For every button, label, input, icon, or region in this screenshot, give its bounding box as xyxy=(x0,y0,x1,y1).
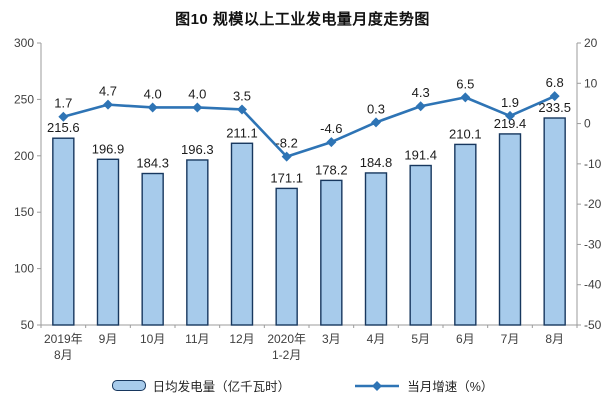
line-series-swatch-icon xyxy=(355,380,400,391)
bar-series-swatch-icon xyxy=(111,380,146,391)
bar-4 xyxy=(230,142,254,326)
bar-value-label: 210.1 xyxy=(449,126,482,141)
combo-chart-plot: 3002502001501005020100-10-20-30-40-50215… xyxy=(14,36,602,362)
right-axis-tick-label: -30 xyxy=(584,237,602,251)
x-axis-category-label: 5月 xyxy=(411,332,430,346)
bar-value-label: 171.1 xyxy=(270,170,303,185)
line-marker-5 xyxy=(281,151,292,162)
bar-8 xyxy=(409,164,432,326)
right-axis-tick-label: -50 xyxy=(584,318,602,332)
line-marker-8 xyxy=(415,101,426,112)
line-value-label: 6.5 xyxy=(456,76,474,91)
left-axis-tick-label: 300 xyxy=(14,36,34,50)
line-value-label: 4.7 xyxy=(99,84,117,99)
right-axis-tick-label: 20 xyxy=(584,36,598,50)
line-value-label: 0.3 xyxy=(367,101,385,116)
x-axis-category-label: 12月 xyxy=(229,332,254,346)
x-axis-category-label: 8月 xyxy=(545,332,564,346)
right-axis-tick-label: -10 xyxy=(584,157,602,171)
bar-value-label: 191.4 xyxy=(404,148,437,163)
legend-bar-label: 日均发电量（亿千瓦时） xyxy=(152,380,291,394)
line-value-label: 4.3 xyxy=(412,85,430,100)
bar-0 xyxy=(52,137,75,326)
legend-item-bar: 日均发电量（亿千瓦时） xyxy=(111,376,291,395)
x-axis-category-label: 6月 xyxy=(456,332,475,346)
right-axis-tick-label: 10 xyxy=(584,76,598,90)
line-marker-6 xyxy=(326,137,337,148)
growth-line xyxy=(62,94,556,158)
bar-value-label: 196.9 xyxy=(92,141,125,156)
bar-7 xyxy=(364,172,388,326)
line-marker-0 xyxy=(58,111,69,122)
legend-line-label: 当月增速（%） xyxy=(407,380,494,394)
bar-3 xyxy=(186,159,209,326)
line-value-label: -8.2 xyxy=(275,136,297,151)
line-value-label: 1.7 xyxy=(54,96,72,111)
line-marker-9 xyxy=(460,92,471,103)
x-axis-category-label: 4月 xyxy=(367,332,386,346)
x-axis-category-label: 1-2月 xyxy=(272,348,301,362)
line-marker-1 xyxy=(103,99,113,110)
line-marker-10 xyxy=(505,110,515,121)
line-value-label: -4.6 xyxy=(320,121,342,136)
line-marker-7 xyxy=(371,117,381,128)
right-axis-tick-label: 0 xyxy=(584,117,591,131)
x-axis-category-label: 3月 xyxy=(322,332,341,346)
line-value-label: 4.0 xyxy=(144,86,162,101)
bar-11 xyxy=(543,117,566,326)
line-value-label: 6.8 xyxy=(546,75,564,90)
bar-value-label: 178.2 xyxy=(315,162,348,177)
bar-value-label: 219.4 xyxy=(494,116,527,131)
bar-value-label: 211.1 xyxy=(226,125,258,140)
bar-value-label: 215.6 xyxy=(47,120,80,135)
left-axis-tick-label: 150 xyxy=(14,205,34,219)
x-axis-category-label: 7月 xyxy=(501,332,520,346)
bar-value-label: 184.8 xyxy=(360,155,393,170)
bar-value-label: 196.3 xyxy=(181,142,214,157)
left-axis-tick-label: 200 xyxy=(14,149,34,163)
legend-item-line: 当月增速（%） xyxy=(354,376,493,395)
line-value-label: 4.0 xyxy=(188,86,206,101)
x-axis-category-label: 9月 xyxy=(99,332,118,346)
right-axis-tick-label: -40 xyxy=(584,278,602,292)
bar-value-label: 233.5 xyxy=(538,100,571,115)
x-axis-category-label: 2019年 xyxy=(44,332,83,346)
line-marker-11 xyxy=(549,91,560,102)
x-axis-category-label: 2020年 xyxy=(267,332,306,346)
left-axis-tick-label: 250 xyxy=(14,92,34,106)
bar-6 xyxy=(320,179,343,326)
chart-title: 图10 规模以上工业发电量月度走势图 xyxy=(175,11,430,28)
line-marker-4 xyxy=(237,104,247,115)
line-value-label: 1.9 xyxy=(501,95,519,110)
bar-10 xyxy=(498,133,522,326)
x-axis-category-label: 8月 xyxy=(54,348,73,362)
bar-2 xyxy=(141,172,164,326)
left-axis-tick-label: 50 xyxy=(21,318,35,332)
legend: 日均发电量（亿千瓦时） 当月增速（%） xyxy=(0,376,605,395)
right-axis-tick-label: -20 xyxy=(584,197,602,211)
x-axis-category-label: 11月 xyxy=(185,332,209,346)
line-value-label: 3.5 xyxy=(233,88,251,103)
bar-5 xyxy=(275,187,298,326)
bar-1 xyxy=(96,158,120,326)
line-marker-2 xyxy=(147,102,158,113)
line-marker-3 xyxy=(192,102,203,113)
x-axis-category-label: 10月 xyxy=(140,332,165,346)
bar-value-label: 184.3 xyxy=(136,156,169,171)
bar-9 xyxy=(454,143,477,326)
left-axis-tick-label: 100 xyxy=(14,262,34,276)
